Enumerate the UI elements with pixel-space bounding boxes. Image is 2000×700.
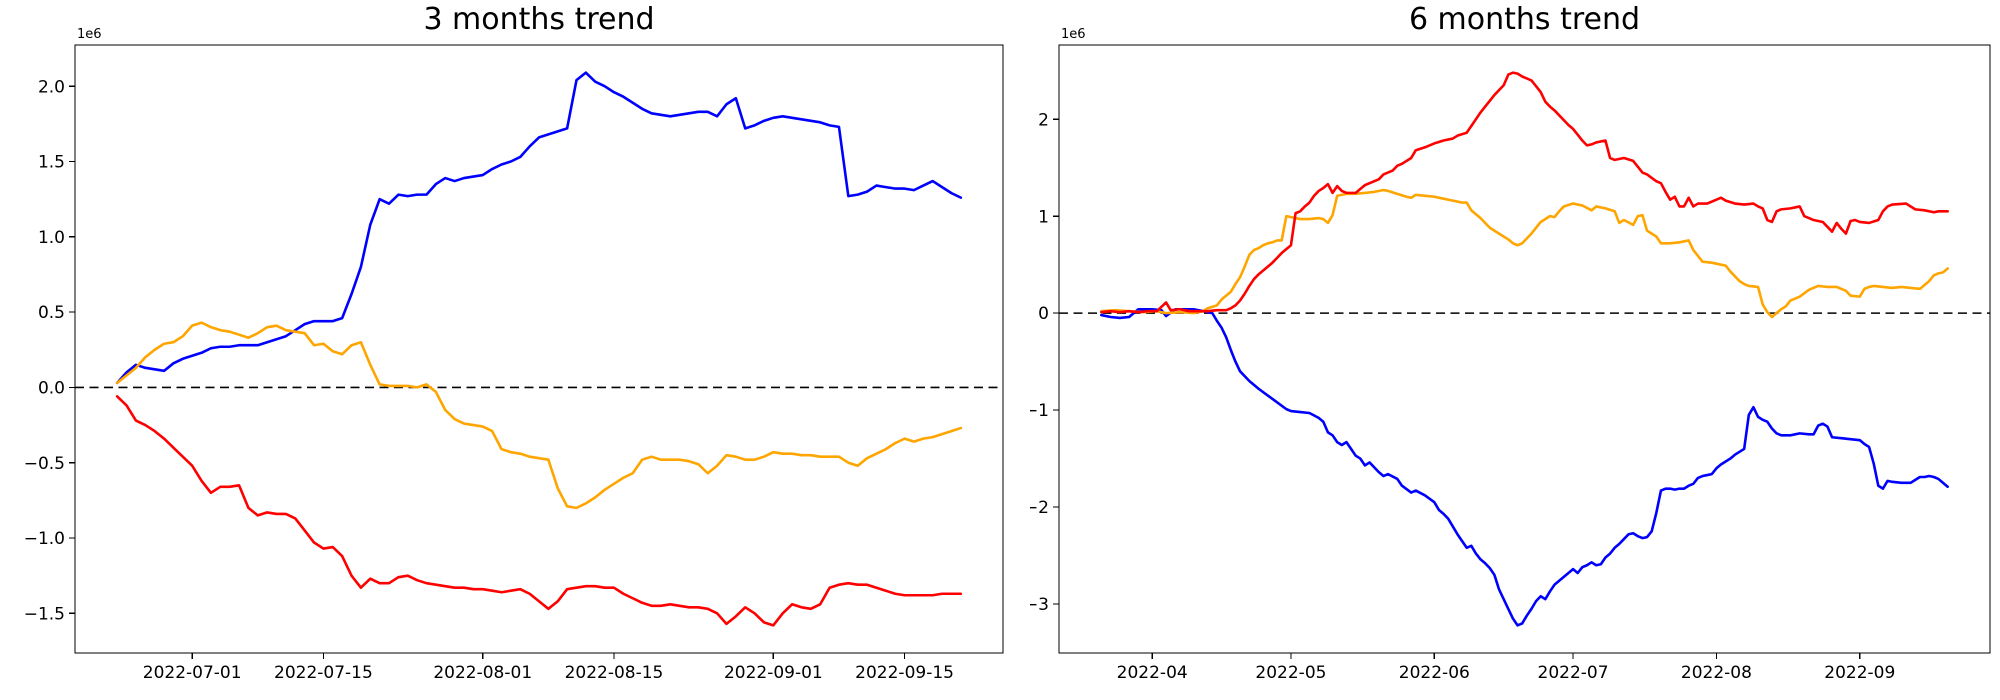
axis-ticks: 2 1 0 −1 −2 −3 2022-04 2022-05 2022-06 2022-07 202… — [1030, 110, 1895, 683]
y-tick-label: 1.5 — [38, 153, 65, 173]
y-tick-label: −0.5 — [24, 454, 65, 474]
y-tick-label: 0.0 — [38, 379, 65, 399]
x-tick-label: 2022-09-15 — [855, 663, 954, 683]
plot-border — [74, 44, 1004, 654]
axis-offset-label: 1e6 — [1061, 27, 1086, 42]
y-tick-label: −1.5 — [24, 604, 65, 624]
y-tick-label: 0 — [1038, 304, 1049, 324]
series-line-blue — [115, 71, 963, 385]
series-line-orange — [115, 321, 963, 510]
y-tick-label: −3 — [1030, 595, 1049, 615]
y-tick-label: −2 — [1030, 498, 1049, 518]
x-tick-label: 2022-07 — [1538, 663, 1609, 683]
y-tick-label: 1 — [1038, 207, 1049, 227]
series-line-blue — [1100, 307, 1949, 627]
y-tick-label: 2.0 — [38, 77, 65, 97]
plot-border — [1058, 44, 1991, 654]
chart-3-months-canvas: 2.0 1.5 1.0 0.5 0.0 −0.5 −1.0 −1.5 2022-07-01 202… — [24, 27, 1004, 683]
y-tick-label: 1.0 — [38, 228, 65, 248]
y-tick-label: 0.5 — [38, 303, 65, 323]
chart-title-6-months: 6 months trend — [1408, 2, 1641, 37]
series-line-red — [1100, 71, 1949, 314]
x-tick-label: 2022-09-01 — [724, 663, 823, 683]
chart-3-months-panel: 3 months trend 2.0 1.5 1.0 0.5 0.0 −0.5 −1.0 −1… — [24, 2, 1004, 683]
x-tick-label: 2022-07-01 — [143, 663, 242, 683]
chart-6-months-canvas: 2 1 0 −1 −2 −3 2022-04 2022-05 2022-06 2022-07 202… — [1030, 27, 1991, 683]
x-tick-label: 2022-05 — [1255, 663, 1326, 683]
x-tick-label: 2022-04 — [1117, 663, 1188, 683]
x-tick-label: 2022-08-01 — [433, 663, 532, 683]
x-tick-label: 2022-08 — [1681, 663, 1752, 683]
y-tick-label: −1 — [1030, 401, 1049, 421]
series-line-red — [115, 395, 963, 627]
y-tick-label: −1.0 — [24, 529, 65, 549]
chart-title-3-months: 3 months trend — [423, 2, 655, 37]
chart-6-months-panel: 6 months trend 2 1 0 −1 −2 −3 2022-04 2022-05 20… — [1030, 0, 2000, 700]
x-tick-label: 2022-08-15 — [565, 663, 664, 683]
x-tick-label: 2022-09 — [1824, 663, 1895, 683]
x-tick-label: 2022-06 — [1399, 663, 1470, 683]
axis-ticks: 2.0 1.5 1.0 0.5 0.0 −0.5 −1.0 −1.5 2022-07-01 202… — [24, 77, 954, 683]
axis-offset-label: 1e6 — [77, 27, 102, 42]
series-line-orange — [1100, 188, 1949, 319]
y-tick-label: 2 — [1038, 110, 1049, 130]
x-tick-label: 2022-07-15 — [274, 663, 373, 683]
